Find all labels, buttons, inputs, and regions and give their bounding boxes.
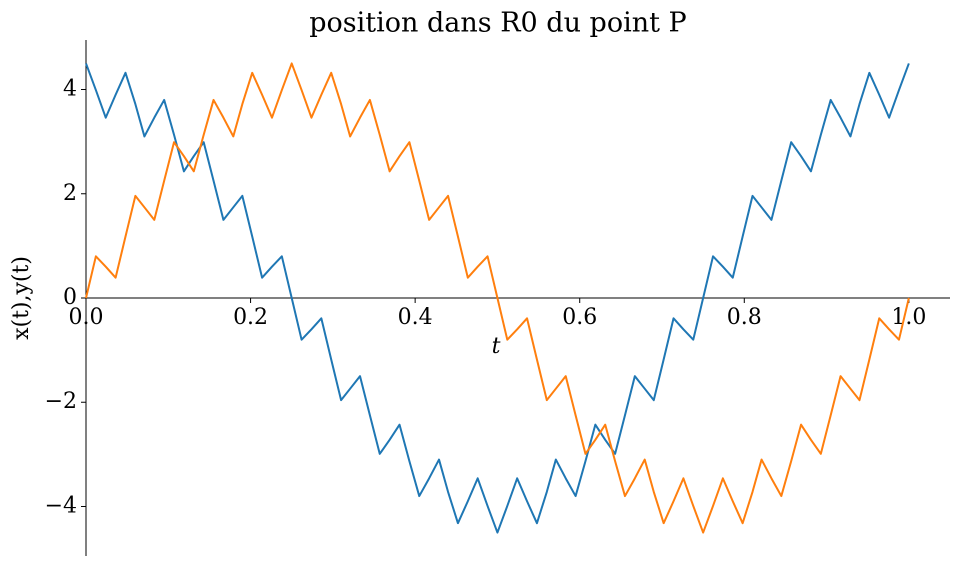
x-tick-label: 0.0 [69, 305, 104, 330]
y-tick-label: −2 [45, 389, 77, 414]
x-tick-label: 1.0 [891, 305, 926, 330]
y-axis-label: x(t),y(t) [9, 256, 34, 340]
chart-title: position dans R0 du point P [309, 8, 686, 39]
x-axis-label: t [492, 334, 501, 359]
y-tick-label: 2 [63, 181, 77, 206]
data-line [85, 63, 910, 534]
y-tick-label: 0 [63, 285, 77, 310]
x-tick-label: 0.8 [727, 305, 762, 330]
x-tick-label: 0.6 [562, 305, 597, 330]
x-tick-label: 0.4 [398, 305, 433, 330]
y-tick-label: −4 [45, 493, 77, 518]
data-line [85, 62, 910, 534]
y-tick-label: 4 [63, 77, 77, 102]
x-tick-label: 0.2 [233, 305, 268, 330]
